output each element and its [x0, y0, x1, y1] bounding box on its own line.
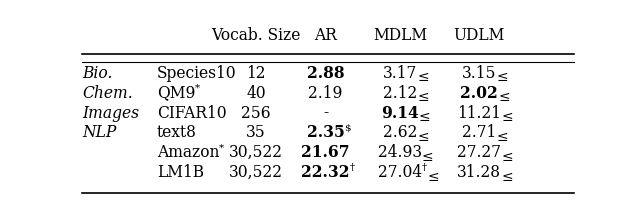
Text: Bio.: Bio.: [83, 65, 113, 82]
Text: text8: text8: [157, 124, 196, 141]
Text: 2.62: 2.62: [383, 124, 417, 141]
Text: 3.15: 3.15: [462, 65, 497, 82]
Text: ≤: ≤: [428, 170, 439, 184]
Text: ≤: ≤: [419, 110, 431, 124]
Text: 30,522: 30,522: [229, 164, 283, 181]
Text: ≤: ≤: [497, 130, 508, 144]
Text: QM9: QM9: [157, 85, 195, 102]
Text: 31.28: 31.28: [458, 164, 501, 181]
Text: 2.02: 2.02: [460, 85, 498, 102]
Text: 2.35: 2.35: [307, 124, 344, 141]
Text: NLP: NLP: [83, 124, 116, 141]
Text: 35: 35: [246, 124, 266, 141]
Text: 2.71: 2.71: [462, 124, 497, 141]
Text: 22.32: 22.32: [301, 164, 350, 181]
Text: 256: 256: [241, 104, 271, 122]
Text: 3.17: 3.17: [383, 65, 417, 82]
Text: MDLM: MDLM: [373, 27, 427, 44]
Text: ≤: ≤: [501, 110, 513, 124]
Text: ≤: ≤: [417, 130, 429, 144]
Text: ≤: ≤: [417, 70, 429, 84]
Text: 30,522: 30,522: [229, 144, 283, 161]
Text: ≤: ≤: [497, 70, 508, 84]
Text: 2.12: 2.12: [383, 85, 417, 102]
Text: Chem.: Chem.: [83, 85, 133, 102]
Text: 27.04: 27.04: [378, 164, 422, 181]
Text: 40: 40: [246, 85, 266, 102]
Text: Species10: Species10: [157, 65, 237, 82]
Text: UDLM: UDLM: [454, 27, 505, 44]
Text: 9.14: 9.14: [381, 104, 419, 122]
Text: 27.27: 27.27: [458, 144, 501, 161]
Text: 12: 12: [246, 65, 266, 82]
Text: †: †: [422, 163, 428, 172]
Text: 11.21: 11.21: [458, 104, 501, 122]
Text: -: -: [323, 104, 328, 122]
Text: ≤: ≤: [501, 170, 513, 184]
Text: AR: AR: [314, 27, 337, 44]
Text: Amazon: Amazon: [157, 144, 220, 161]
Text: ≤: ≤: [498, 90, 510, 104]
Text: 2.88: 2.88: [307, 65, 344, 82]
Text: ≤: ≤: [422, 150, 434, 164]
Text: ≤: ≤: [501, 150, 513, 164]
Text: Vocab. Size: Vocab. Size: [211, 27, 301, 44]
Text: Images: Images: [83, 104, 140, 122]
Text: ≤: ≤: [417, 90, 429, 104]
Text: $: $: [344, 124, 351, 133]
Text: 21.67: 21.67: [301, 144, 350, 161]
Text: *: *: [220, 144, 225, 153]
Text: CIFAR10: CIFAR10: [157, 104, 227, 122]
Text: LM1B: LM1B: [157, 164, 204, 181]
Text: 2.19: 2.19: [308, 85, 342, 102]
Text: 24.93: 24.93: [378, 144, 422, 161]
Text: †: †: [350, 163, 355, 172]
Text: *: *: [195, 84, 200, 93]
